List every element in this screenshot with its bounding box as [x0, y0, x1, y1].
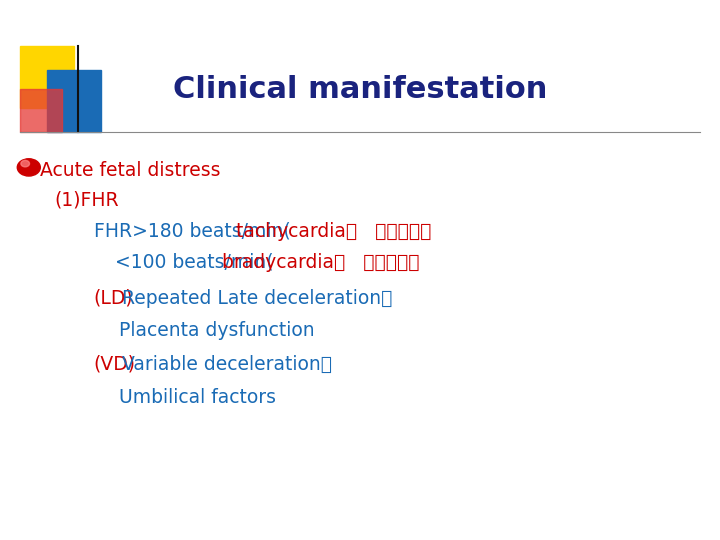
- Text: Repeated Late deceleration：: Repeated Late deceleration：: [122, 288, 392, 308]
- Text: <100 beats/min(: <100 beats/min(: [115, 253, 274, 272]
- Text: Acute fetal distress: Acute fetal distress: [40, 160, 220, 180]
- Text: bradycardia，   心动过缓）: bradycardia， 心动过缓）: [222, 253, 419, 272]
- Text: FHR>180 beats/min(: FHR>180 beats/min(: [94, 221, 302, 241]
- Circle shape: [21, 160, 30, 167]
- Text: Placenta dysfunction: Placenta dysfunction: [119, 321, 315, 340]
- Text: Variable deceleration：: Variable deceleration：: [122, 355, 332, 374]
- Text: Clinical manifestation: Clinical manifestation: [173, 75, 547, 104]
- Text: (VD): (VD): [94, 355, 135, 374]
- Circle shape: [17, 159, 40, 176]
- Text: Umbilical factors: Umbilical factors: [119, 388, 276, 408]
- Text: (1)FHR: (1)FHR: [54, 190, 119, 210]
- Text: (LD): (LD): [94, 288, 133, 308]
- Text: tachycardia，   心动过速）: tachycardia， 心动过速）: [235, 221, 431, 241]
